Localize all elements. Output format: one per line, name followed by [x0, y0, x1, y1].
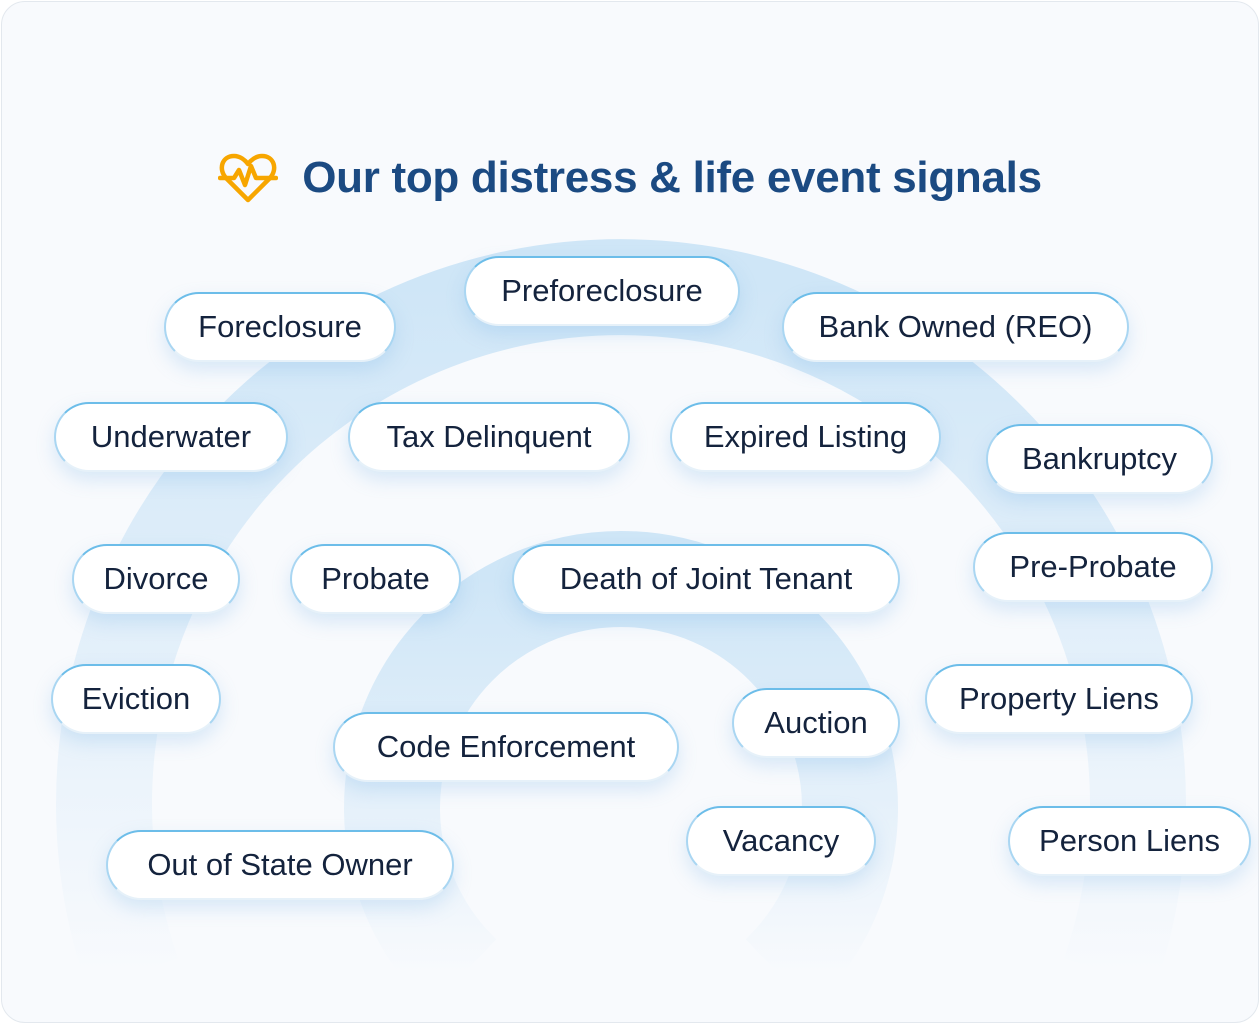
signal-pill[interactable]: Expired Listing [670, 402, 941, 472]
signal-pill[interactable]: Probate [290, 544, 461, 614]
header: Our top distress & life event signals [2, 152, 1258, 204]
page-title: Our top distress & life event signals [302, 153, 1042, 202]
signal-pill[interactable]: Property Liens [925, 664, 1193, 734]
signal-pill[interactable]: Divorce [72, 544, 240, 614]
signal-pill[interactable]: Out of State Owner [106, 830, 454, 900]
heart-pulse-icon [218, 153, 279, 203]
signal-pill[interactable]: Underwater [54, 402, 288, 472]
signal-pill[interactable]: Vacancy [686, 806, 876, 876]
signal-pill[interactable]: Auction [732, 688, 900, 758]
signal-pill[interactable]: Code Enforcement [333, 712, 679, 782]
signal-pill[interactable]: Foreclosure [164, 292, 396, 362]
signal-pill[interactable]: Eviction [51, 664, 221, 734]
signal-pill[interactable]: Death of Joint Tenant [512, 544, 900, 614]
signal-pill[interactable]: Bankruptcy [986, 424, 1213, 494]
signal-pill[interactable]: Tax Delinquent [348, 402, 630, 472]
signal-pill[interactable]: Person Liens [1008, 806, 1251, 876]
signal-pill[interactable]: Bank Owned (REO) [782, 292, 1129, 362]
signal-pill[interactable]: Preforeclosure [464, 256, 740, 326]
signal-pill[interactable]: Pre-Probate [973, 532, 1213, 602]
